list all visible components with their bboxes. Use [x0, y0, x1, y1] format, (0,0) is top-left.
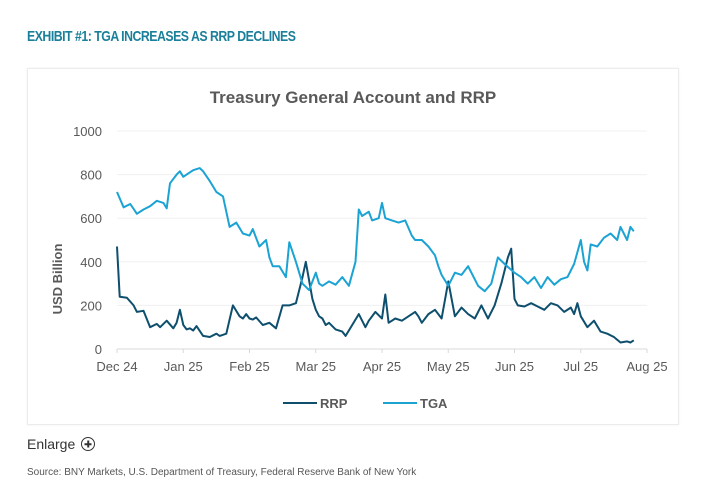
x-tick-label: Aug 25 — [626, 359, 667, 374]
y-tick-label: 800 — [80, 168, 102, 183]
series-lines — [116, 167, 635, 344]
enlarge-button[interactable]: Enlarge — [27, 436, 96, 452]
legend: RRP TGA — [283, 396, 448, 411]
y-tick-label: 0 — [95, 342, 102, 357]
x-tick-label: May 25 — [427, 359, 470, 374]
gridlines — [116, 130, 648, 353]
y-tick-label: 1000 — [73, 124, 102, 139]
exhibit-title: EXHIBIT #1: TGA INCREASES AS RRP DECLINE… — [27, 28, 296, 45]
line-chart: Treasury General Account and RRP USD Bil… — [50, 88, 668, 411]
series-line-rrp — [116, 246, 635, 344]
x-tick-label: Mar 25 — [296, 359, 336, 374]
chart-title: Treasury General Account and RRP — [210, 88, 497, 107]
x-tick-labels: Dec 24 Jan 25 Feb 25 Mar 25 Apr 25 May 25 Jun … — [96, 359, 667, 374]
series-line-tga — [116, 167, 635, 293]
plus-circle-icon — [81, 437, 96, 451]
x-tick-label: Jul 25 — [563, 359, 598, 374]
x-tick-label: Apr 25 — [363, 359, 401, 374]
x-tick-label: Dec 24 — [96, 359, 137, 374]
legend-label-tga: TGA — [420, 396, 448, 411]
legend-label-rrp: RRP — [320, 396, 348, 411]
y-tick-label: 600 — [80, 211, 102, 226]
y-tick-label: 400 — [80, 255, 102, 270]
x-tick-label: Feb 25 — [229, 359, 269, 374]
y-tick-labels: 0 200 400 600 800 1000 — [73, 124, 102, 357]
chart-container: Treasury General Account and RRP USD Bil… — [27, 68, 679, 425]
source-note: Source: BNY Markets, U.S. Department of … — [27, 467, 417, 478]
x-tick-label: Jan 25 — [164, 359, 203, 374]
y-axis-label: USD Billion — [50, 244, 65, 315]
x-tick-label: Jun 25 — [495, 359, 534, 374]
enlarge-label: Enlarge — [27, 436, 76, 452]
y-tick-label: 200 — [80, 298, 102, 313]
